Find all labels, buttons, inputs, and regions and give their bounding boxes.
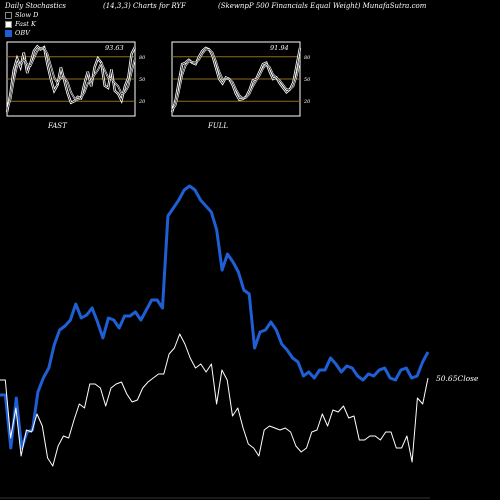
fast-series-fast-k xyxy=(6,45,136,113)
close-price-line xyxy=(0,333,429,467)
full-series-full-d xyxy=(171,49,301,111)
legend-slow-d: Slow D xyxy=(5,11,38,19)
header-title: Daily Stochastics xyxy=(5,2,67,10)
full-series-outline xyxy=(170,46,302,113)
full-last-value: 91.94 xyxy=(270,44,289,52)
fast-tick-label: 50 xyxy=(139,77,146,83)
full-stochastic-panel: 80 50 20 91.94 xyxy=(170,41,311,117)
fast-panel-label: FAST xyxy=(48,122,67,130)
full-tick-label: 20 xyxy=(303,99,311,105)
fast-tick-label: 80 xyxy=(139,55,146,61)
full-series-full-k xyxy=(171,47,301,113)
legend-fast-k: Fast K xyxy=(5,20,36,28)
full-tick-label: 80 xyxy=(304,55,311,61)
header-params: (14,3,3) Charts for RYF xyxy=(103,2,186,10)
fast-tick-label: 20 xyxy=(138,99,146,105)
fast-last-value: 93.63 xyxy=(105,44,124,52)
legend-obv-swatch xyxy=(5,29,12,37)
legend-slow-d-swatch xyxy=(5,11,12,19)
price-obv-chart: 50.65Close xyxy=(0,184,479,499)
close-last-value: 50.65Close xyxy=(436,374,479,383)
header-source: (SkewnpP 500 Financials Equal Weight) Mu… xyxy=(218,2,427,10)
fast-series-slow-d xyxy=(6,47,136,111)
full-tick-label: 50 xyxy=(304,77,311,83)
obv-line xyxy=(0,184,430,450)
legend-slow-d-label: Slow D xyxy=(15,11,39,19)
legend-obv: OBV xyxy=(5,29,30,37)
legend-fast-k-label: Fast K xyxy=(15,20,36,28)
full-panel-label: FULL xyxy=(208,122,229,130)
legend-obv-label: OBV xyxy=(15,29,30,37)
fast-stochastic-panel: 80 50 20 93.63 xyxy=(5,41,146,117)
legend-fast-k-swatch xyxy=(5,20,12,28)
